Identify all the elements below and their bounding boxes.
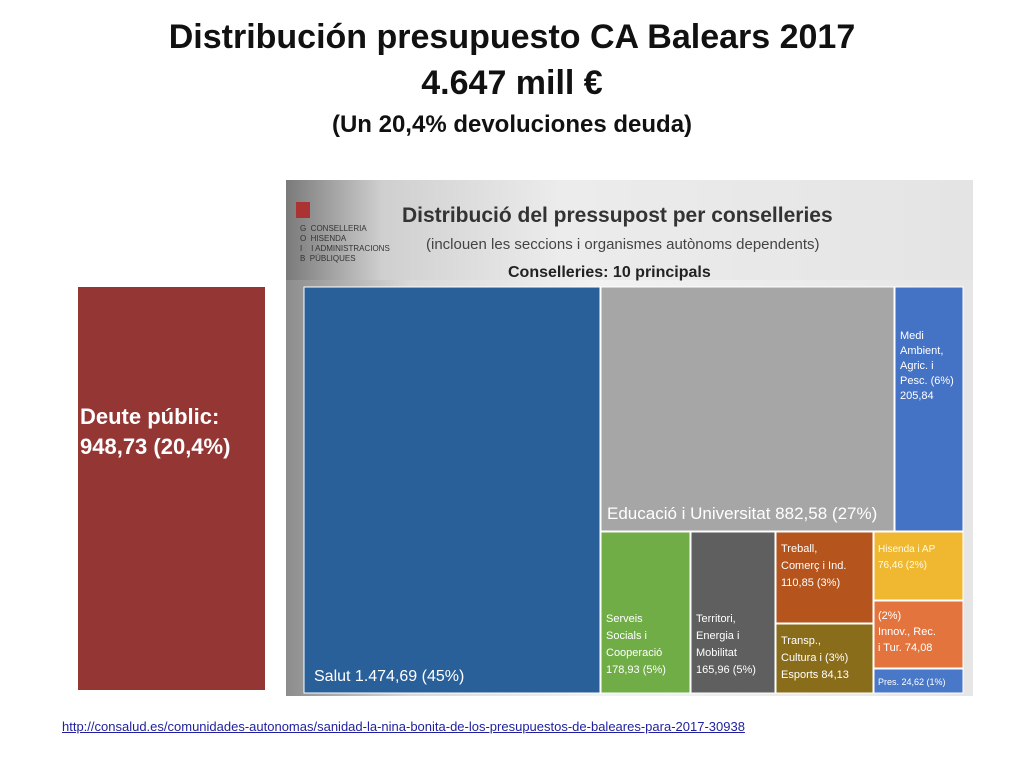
treemap-cell-label: (2%)	[878, 610, 901, 622]
treemap-cell-label: Salut 1.474,69 (45%)	[314, 668, 464, 685]
inset-label: Conselleries: 10 principals	[508, 264, 711, 281]
treemap-cell-label: 165,96 (5%)	[696, 664, 756, 676]
treemap-cell	[873, 668, 964, 694]
debt-label: Deute públic: 948,73 (20,4%)	[80, 402, 270, 462]
treemap-cell-label: Transp.,	[781, 635, 821, 647]
treemap-cell-label: Cultura i (3%)	[781, 652, 848, 664]
treemap-cell	[873, 531, 964, 601]
treemap-cell-label: Cooperació	[606, 647, 662, 659]
treemap-cell-label: Innov., Rec.	[878, 626, 936, 638]
govern-logo-text: G CONSELLERIA O HISENDA I I ADMINISTRACI…	[300, 224, 390, 263]
treemap-cell-label: 178,93 (5%)	[606, 664, 666, 676]
treemap-cell-label: i Tur. 74,08	[878, 642, 932, 654]
treemap-cell-label: Esports 84,13	[781, 669, 849, 681]
source-link[interactable]: http://consalud.es/comunidades-autonomas…	[62, 719, 745, 734]
treemap-cell-label: Pres. 24,62 (1%)	[878, 677, 946, 687]
debt-label-line-2: 948,73 (20,4%)	[80, 434, 231, 459]
treemap-cell-label: Hisenda i AP	[878, 544, 936, 555]
debt-label-line-1: Deute públic:	[80, 404, 220, 429]
treemap-cell	[873, 600, 964, 669]
treemap-cell-label: 205,84	[900, 390, 934, 402]
treemap-cell	[690, 531, 776, 694]
treemap-cell-label: Socials i	[606, 630, 647, 642]
treemap-cell-label: Serveis	[606, 613, 643, 625]
govern-logo-icon	[296, 202, 310, 218]
treemap-cell	[775, 623, 874, 694]
treemap-cell	[894, 286, 964, 532]
treemap-cell-label: Mobilitat	[696, 647, 737, 659]
debt-bar	[78, 287, 265, 690]
treemap-cell	[600, 286, 895, 532]
treemap-cell-label: Pesc. (6%)	[900, 375, 954, 387]
treemap-cell-label: Energia i	[696, 630, 739, 642]
inset-subtitle: (inclouen les seccions i organismes autò…	[426, 236, 820, 253]
treemap-cell-label: Agric. i	[900, 360, 934, 372]
title-line-3: (Un 20,4% devoluciones deuda)	[331, 111, 693, 138]
treemap-cell	[600, 531, 691, 694]
treemap-cell	[303, 286, 601, 694]
title-line-2: 4.647 mill €	[421, 64, 603, 102]
treemap-cell-label: 76,46 (2%)	[878, 560, 927, 571]
inset-title: Distribució del pressupost per conseller…	[402, 204, 833, 227]
treemap-cell-label: Territori,	[696, 613, 736, 625]
inset-header-band	[286, 180, 973, 280]
treemap-cell-label: Medi	[900, 330, 924, 342]
treemap-cell	[775, 531, 874, 624]
treemap-cell-label: Comerç i Ind.	[781, 560, 846, 572]
treemap-cell-label: Educació i Universitat 882,58 (27%)	[607, 504, 877, 523]
treemap-cell-label: Treball,	[781, 543, 817, 555]
title-line-1: Distribución presupuesto CA Balears 2017	[168, 18, 856, 56]
budget-treemap-image: G CONSELLERIA O HISENDA I I ADMINISTRACI…	[286, 180, 973, 696]
treemap-chart: Salut 1.474,69 (45%) Educació i Universit…	[303, 286, 964, 694]
treemap-cell-label: 110,85 (3%)	[781, 577, 840, 589]
treemap-cell-label: Ambient,	[900, 345, 943, 357]
